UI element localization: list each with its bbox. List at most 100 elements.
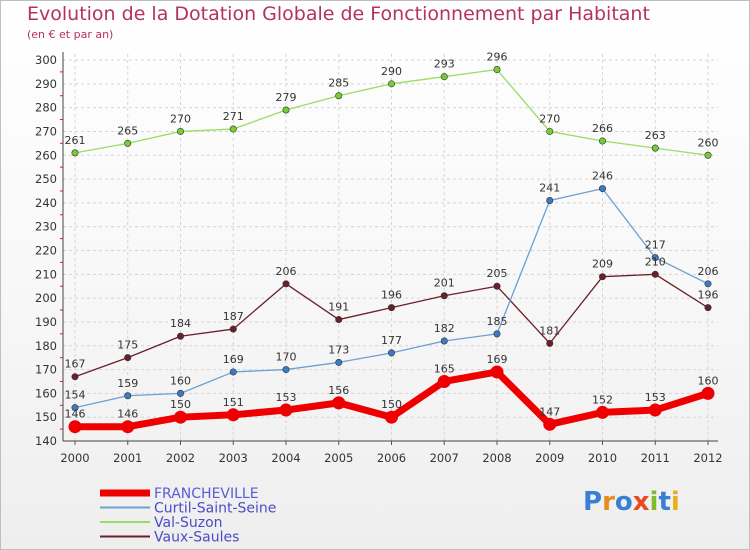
data-label: 191	[328, 301, 349, 314]
y-tick-label: 190	[35, 315, 57, 329]
chart-subtitle: (en € et par an)	[27, 28, 114, 41]
logo-letter: i	[649, 487, 659, 517]
data-point	[279, 403, 293, 417]
y-tick-label: 170	[35, 363, 57, 377]
data-point	[493, 282, 501, 290]
data-label: 290	[381, 65, 402, 78]
data-label: 196	[698, 289, 719, 302]
data-point	[282, 366, 290, 374]
data-label: 146	[117, 408, 138, 421]
legend-label: Val-Suzon	[154, 515, 223, 531]
data-label: 205	[487, 267, 508, 280]
logo-letter: i	[670, 487, 680, 517]
data-point	[651, 254, 659, 262]
data-point	[598, 137, 606, 145]
data-point	[437, 374, 451, 388]
data-label: 153	[276, 391, 297, 404]
data-point	[493, 66, 501, 74]
data-label: 201	[434, 277, 455, 290]
data-label: 150	[381, 398, 402, 411]
data-point	[229, 125, 237, 133]
data-point	[124, 392, 132, 400]
y-tick-label: 210	[35, 267, 57, 281]
x-tick-label: 2003	[219, 451, 248, 465]
data-label: 261	[65, 134, 86, 147]
data-label: 260	[698, 136, 719, 149]
y-tick-label: 260	[35, 148, 57, 162]
data-point	[546, 339, 554, 347]
data-point	[490, 365, 504, 379]
data-point	[598, 273, 606, 281]
data-label: 175	[117, 339, 138, 352]
data-label: 154	[65, 389, 86, 402]
data-label: 209	[592, 258, 613, 271]
data-label: 296	[487, 51, 508, 64]
data-label: 167	[65, 358, 86, 371]
data-label: 159	[117, 377, 138, 390]
data-point	[543, 417, 557, 431]
x-tick-label: 2006	[377, 451, 406, 465]
data-label: 182	[434, 322, 455, 335]
legend-label: Curtil-Saint-Seine	[154, 501, 276, 517]
logo-letter: t	[658, 487, 671, 517]
data-label: 165	[434, 362, 455, 375]
x-tick-label: 2005	[324, 451, 353, 465]
proxiti-logo: Proxiti	[583, 487, 680, 517]
y-tick-label: 200	[35, 291, 57, 305]
data-label: 265	[117, 124, 138, 137]
data-label: 152	[592, 393, 613, 406]
data-label: 146	[65, 408, 86, 421]
y-tick-label: 140	[35, 434, 57, 448]
data-label: 279	[276, 91, 297, 104]
y-tick-label: 250	[35, 172, 57, 186]
data-label: 206	[276, 265, 297, 278]
data-point	[177, 389, 185, 397]
data-point	[124, 354, 132, 362]
y-tick-label: 180	[35, 339, 57, 353]
data-point	[68, 420, 82, 434]
data-label: 181	[539, 324, 560, 337]
data-label: 160	[698, 374, 719, 387]
x-tick-label: 2000	[60, 451, 89, 465]
data-label: 177	[381, 334, 402, 347]
data-point	[598, 185, 606, 193]
data-point	[440, 73, 448, 81]
data-point	[174, 410, 187, 424]
x-tick-label: 2011	[641, 451, 670, 465]
legend-label: Vaux-Saules	[154, 530, 239, 546]
data-point	[493, 330, 501, 338]
logo-letter: o	[614, 487, 633, 517]
data-label: 173	[328, 343, 349, 356]
data-point	[332, 396, 346, 410]
data-point	[440, 337, 448, 345]
x-tick-label: 2002	[166, 451, 195, 465]
data-label: 147	[539, 405, 560, 418]
data-label: 184	[170, 317, 191, 330]
data-point	[387, 304, 395, 312]
data-point	[282, 106, 290, 114]
x-tick-label: 2001	[113, 451, 142, 465]
data-point	[229, 368, 237, 376]
data-point	[226, 408, 240, 422]
legend-label: FRANCHEVILLE	[154, 486, 259, 502]
y-tick-label: 220	[35, 244, 57, 258]
data-label: 169	[223, 353, 244, 366]
data-point	[701, 386, 715, 400]
y-tick-label: 230	[35, 220, 57, 234]
data-point	[596, 405, 609, 419]
data-label: 293	[434, 58, 455, 71]
y-tick-label: 300	[35, 53, 57, 67]
data-label: 153	[645, 391, 666, 404]
data-label: 206	[698, 265, 719, 278]
y-tick-label: 240	[35, 196, 57, 210]
data-point	[177, 127, 185, 135]
x-tick-label: 2007	[430, 451, 459, 465]
data-point	[704, 151, 712, 159]
data-point	[335, 358, 343, 366]
data-point	[282, 280, 290, 288]
logo-letter: r	[602, 487, 615, 517]
data-label: 150	[170, 398, 191, 411]
y-tick-label: 270	[35, 124, 57, 138]
